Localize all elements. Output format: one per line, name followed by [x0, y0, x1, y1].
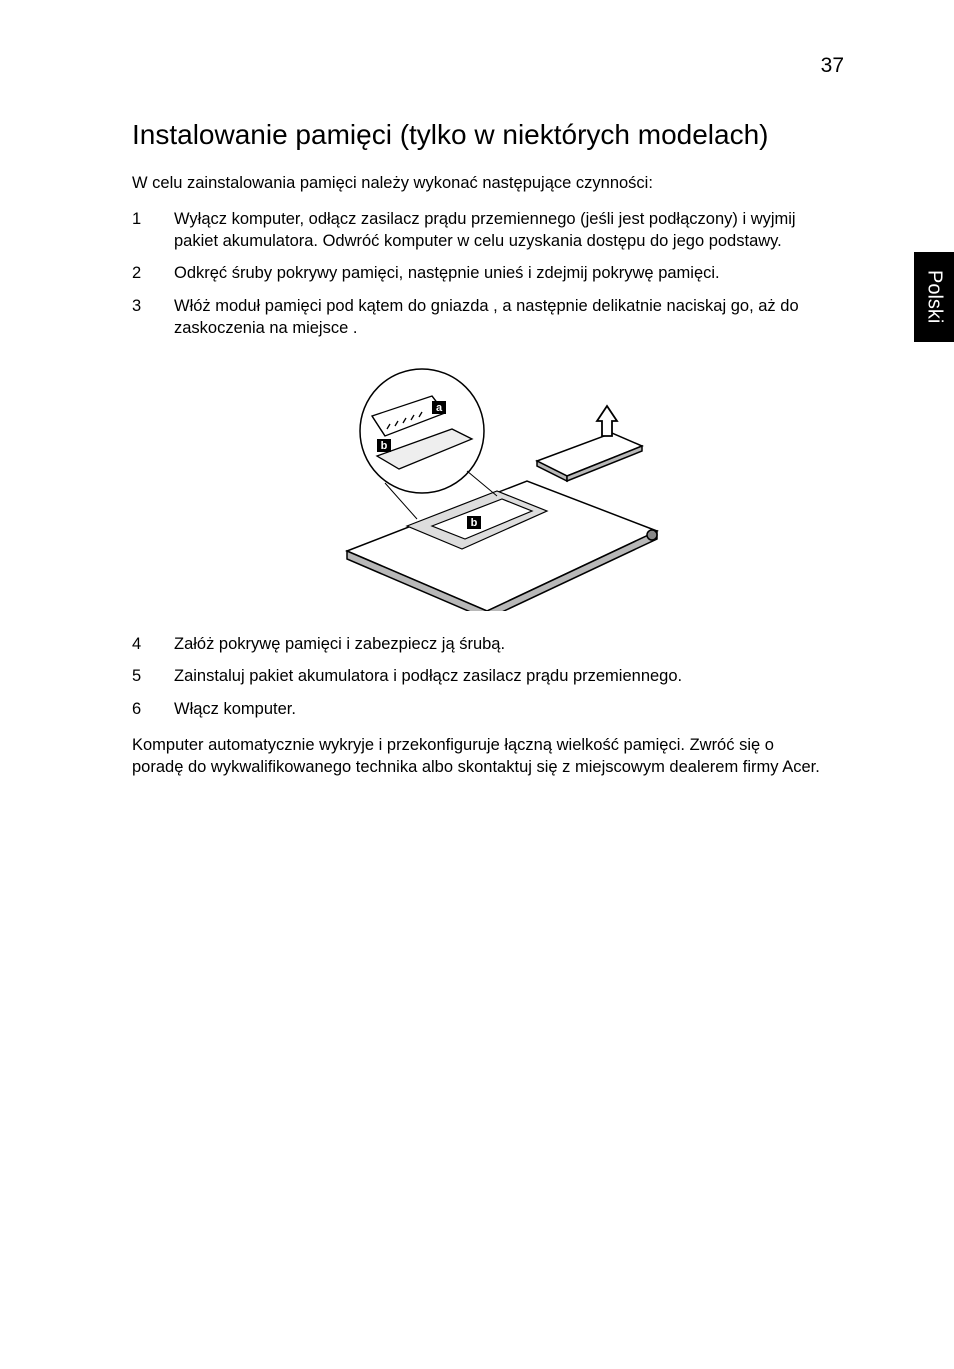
list-item: 5 Zainstaluj pakiet akumulatora i podłąc…	[132, 665, 822, 687]
step-number: 5	[132, 665, 174, 687]
svg-text:a: a	[436, 402, 443, 414]
memory-install-figure: a b b	[132, 361, 822, 611]
svg-text:b: b	[381, 440, 388, 452]
list-item: 6 Włącz komputer.	[132, 698, 822, 720]
step-text-part: Włóż moduł pamięci pod kątem do gniazda	[174, 297, 493, 315]
section-heading: Instalowanie pamięci (tylko w niektórych…	[132, 118, 822, 152]
list-item: 2 Odkręć śruby pokrywy pamięci, następni…	[132, 262, 822, 284]
steps-list-b: 4 Załóż pokrywę pamięci i zabezpiecz ją …	[132, 633, 822, 720]
step-number: 1	[132, 208, 174, 253]
list-item: 4 Załóż pokrywę pamięci i zabezpiecz ją …	[132, 633, 822, 655]
step-text: Zainstaluj pakiet akumulatora i podłącz …	[174, 665, 822, 687]
list-item: 1 Wyłącz komputer, odłącz zasilacz prądu…	[132, 208, 822, 253]
step-text: Włóż moduł pamięci pod kątem do gniazda …	[174, 295, 822, 340]
step-text: Załóż pokrywę pamięci i zabezpiecz ją śr…	[174, 633, 822, 655]
step-text: Włącz komputer.	[174, 698, 822, 720]
intro-text: W celu zainstalowania pamięci należy wyk…	[132, 172, 822, 194]
language-tab: Polski	[914, 252, 954, 342]
step-number: 2	[132, 262, 174, 284]
list-item: 3 Włóż moduł pamięci pod kątem do gniazd…	[132, 295, 822, 340]
outro-text: Komputer automatycznie wykryje i przekon…	[132, 734, 822, 779]
page-number: 37	[821, 54, 844, 78]
main-content: Instalowanie pamięci (tylko w niektórych…	[132, 118, 822, 779]
step-text: Wyłącz komputer, odłącz zasilacz prądu p…	[174, 208, 822, 253]
memory-diagram-svg: a b b	[287, 361, 667, 611]
svg-text:b: b	[471, 517, 478, 529]
steps-list-a: 1 Wyłącz komputer, odłącz zasilacz prądu…	[132, 208, 822, 339]
step-number: 4	[132, 633, 174, 655]
step-text: Odkręć śruby pokrywy pamięci, następnie …	[174, 262, 822, 284]
step-number: 3	[132, 295, 174, 340]
step-number: 6	[132, 698, 174, 720]
step-text-part: .	[353, 319, 358, 337]
